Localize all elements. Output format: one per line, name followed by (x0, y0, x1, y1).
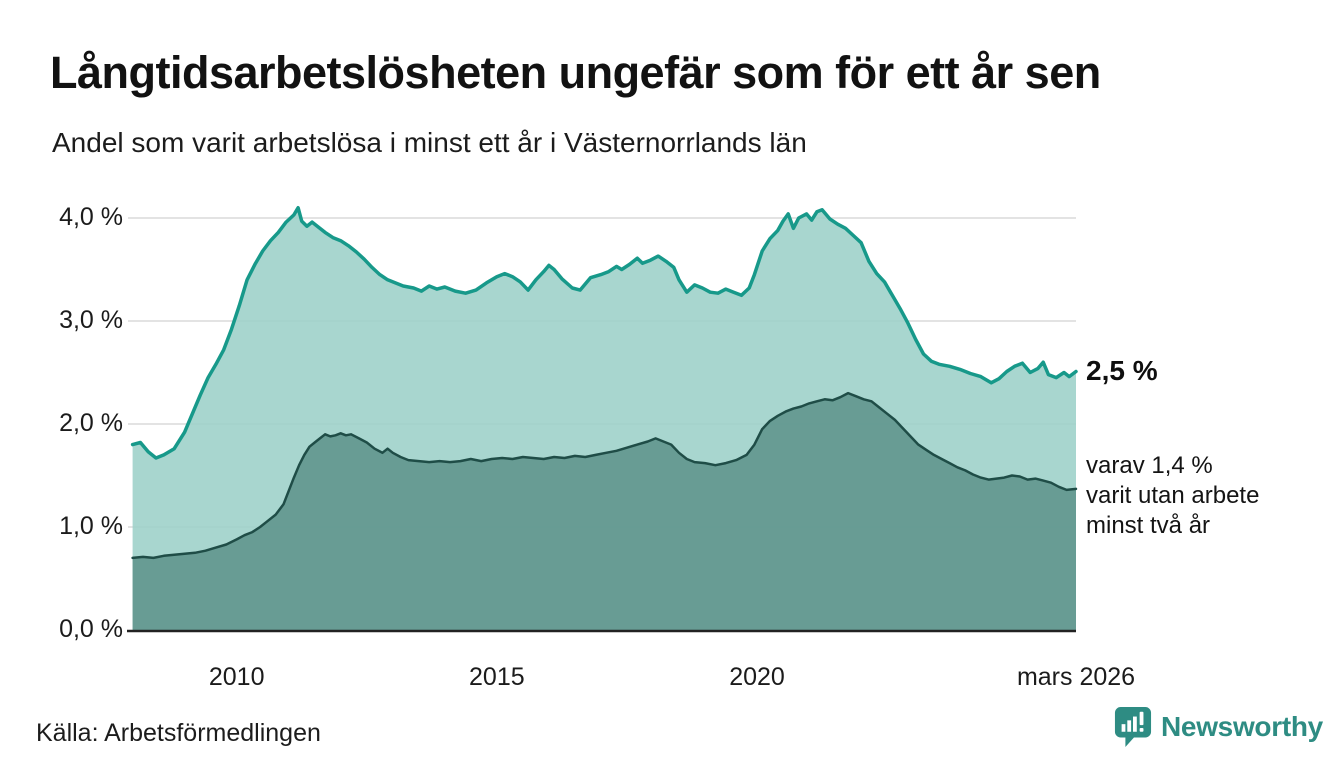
source-caption: Källa: Arbetsförmedlingen (36, 719, 321, 747)
chart-series (130, 205, 1078, 630)
y-tick-label: 3,0 % (59, 305, 123, 334)
series-end-note-label: varav 1,4 % varit utan arbete minst två … (1086, 451, 1260, 539)
area-fill-1 (132, 393, 1077, 630)
newsworthy-logo-text: Newsworthy (1161, 711, 1323, 742)
newsworthy-logo[interactable]: Newsworthy (1114, 706, 1323, 748)
x-tick-label: 2020 (729, 663, 785, 691)
x-tick-label: 2010 (208, 663, 265, 691)
x-tick-label: 2015 (469, 663, 525, 691)
y-tick-label: 0,0 % (59, 614, 123, 643)
series-line-0 (130, 205, 1078, 460)
y-tick-label: 1,0 % (59, 511, 123, 540)
chart-subtitle: Andel som varit arbetslösa i minst ett å… (52, 127, 807, 158)
y-tick-label: 4,0 % (59, 202, 123, 231)
newsworthy-bubble-chart-icon (1114, 707, 1152, 747)
y-tick-label: 2,0 % (59, 408, 123, 437)
page-title: Långtidsarbetslösheten ungefär som för e… (50, 47, 1101, 98)
x-tick-label: mars 2026 (1016, 663, 1136, 691)
series-end-value-label: 2,5 % (1086, 355, 1158, 387)
series-line-1 (131, 391, 1078, 560)
